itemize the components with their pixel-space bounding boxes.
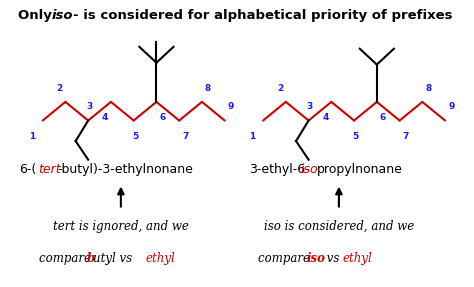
Text: - is considered for alphabetical priority of prefixes: - is considered for alphabetical priorit…: [73, 9, 453, 22]
Text: iso is considered, and we: iso is considered, and we: [264, 220, 414, 233]
Text: iso: iso: [301, 163, 319, 176]
Text: Only: Only: [18, 9, 56, 22]
Text: 7: 7: [402, 132, 409, 141]
Text: 3: 3: [86, 102, 93, 111]
Text: b: b: [87, 252, 95, 265]
Text: 8: 8: [425, 84, 432, 93]
Text: 8: 8: [205, 84, 211, 93]
Text: vs: vs: [323, 252, 343, 265]
Text: 5: 5: [132, 132, 138, 141]
Text: 9: 9: [448, 102, 455, 111]
Text: ethyl: ethyl: [146, 252, 176, 265]
Text: 2: 2: [56, 84, 63, 93]
Text: ethyl: ethyl: [342, 252, 372, 265]
Text: iso: iso: [306, 252, 325, 265]
Text: 6-(: 6-(: [19, 163, 36, 176]
Text: compare: compare: [39, 252, 95, 265]
Text: 9: 9: [228, 102, 234, 111]
Text: 3-ethyl-6-: 3-ethyl-6-: [249, 163, 310, 176]
Text: 4: 4: [102, 113, 109, 122]
Text: 2: 2: [277, 84, 283, 93]
Text: propylnonane: propylnonane: [317, 163, 402, 176]
Text: iso: iso: [52, 9, 73, 22]
Text: -butyl)-3-ethylnonane: -butyl)-3-ethylnonane: [58, 163, 194, 176]
Text: 1: 1: [29, 132, 36, 141]
Text: 1: 1: [249, 132, 256, 141]
Text: 3: 3: [307, 102, 313, 111]
Text: tert is ignored, and we: tert is ignored, and we: [53, 220, 189, 233]
Text: 7: 7: [182, 132, 189, 141]
Text: tert: tert: [38, 163, 61, 176]
Text: 6: 6: [159, 113, 166, 122]
Text: 6: 6: [380, 113, 386, 122]
Text: compare: compare: [258, 252, 314, 265]
Text: 5: 5: [352, 132, 359, 141]
Text: 4: 4: [322, 113, 329, 122]
Text: utyl vs: utyl vs: [93, 252, 136, 265]
